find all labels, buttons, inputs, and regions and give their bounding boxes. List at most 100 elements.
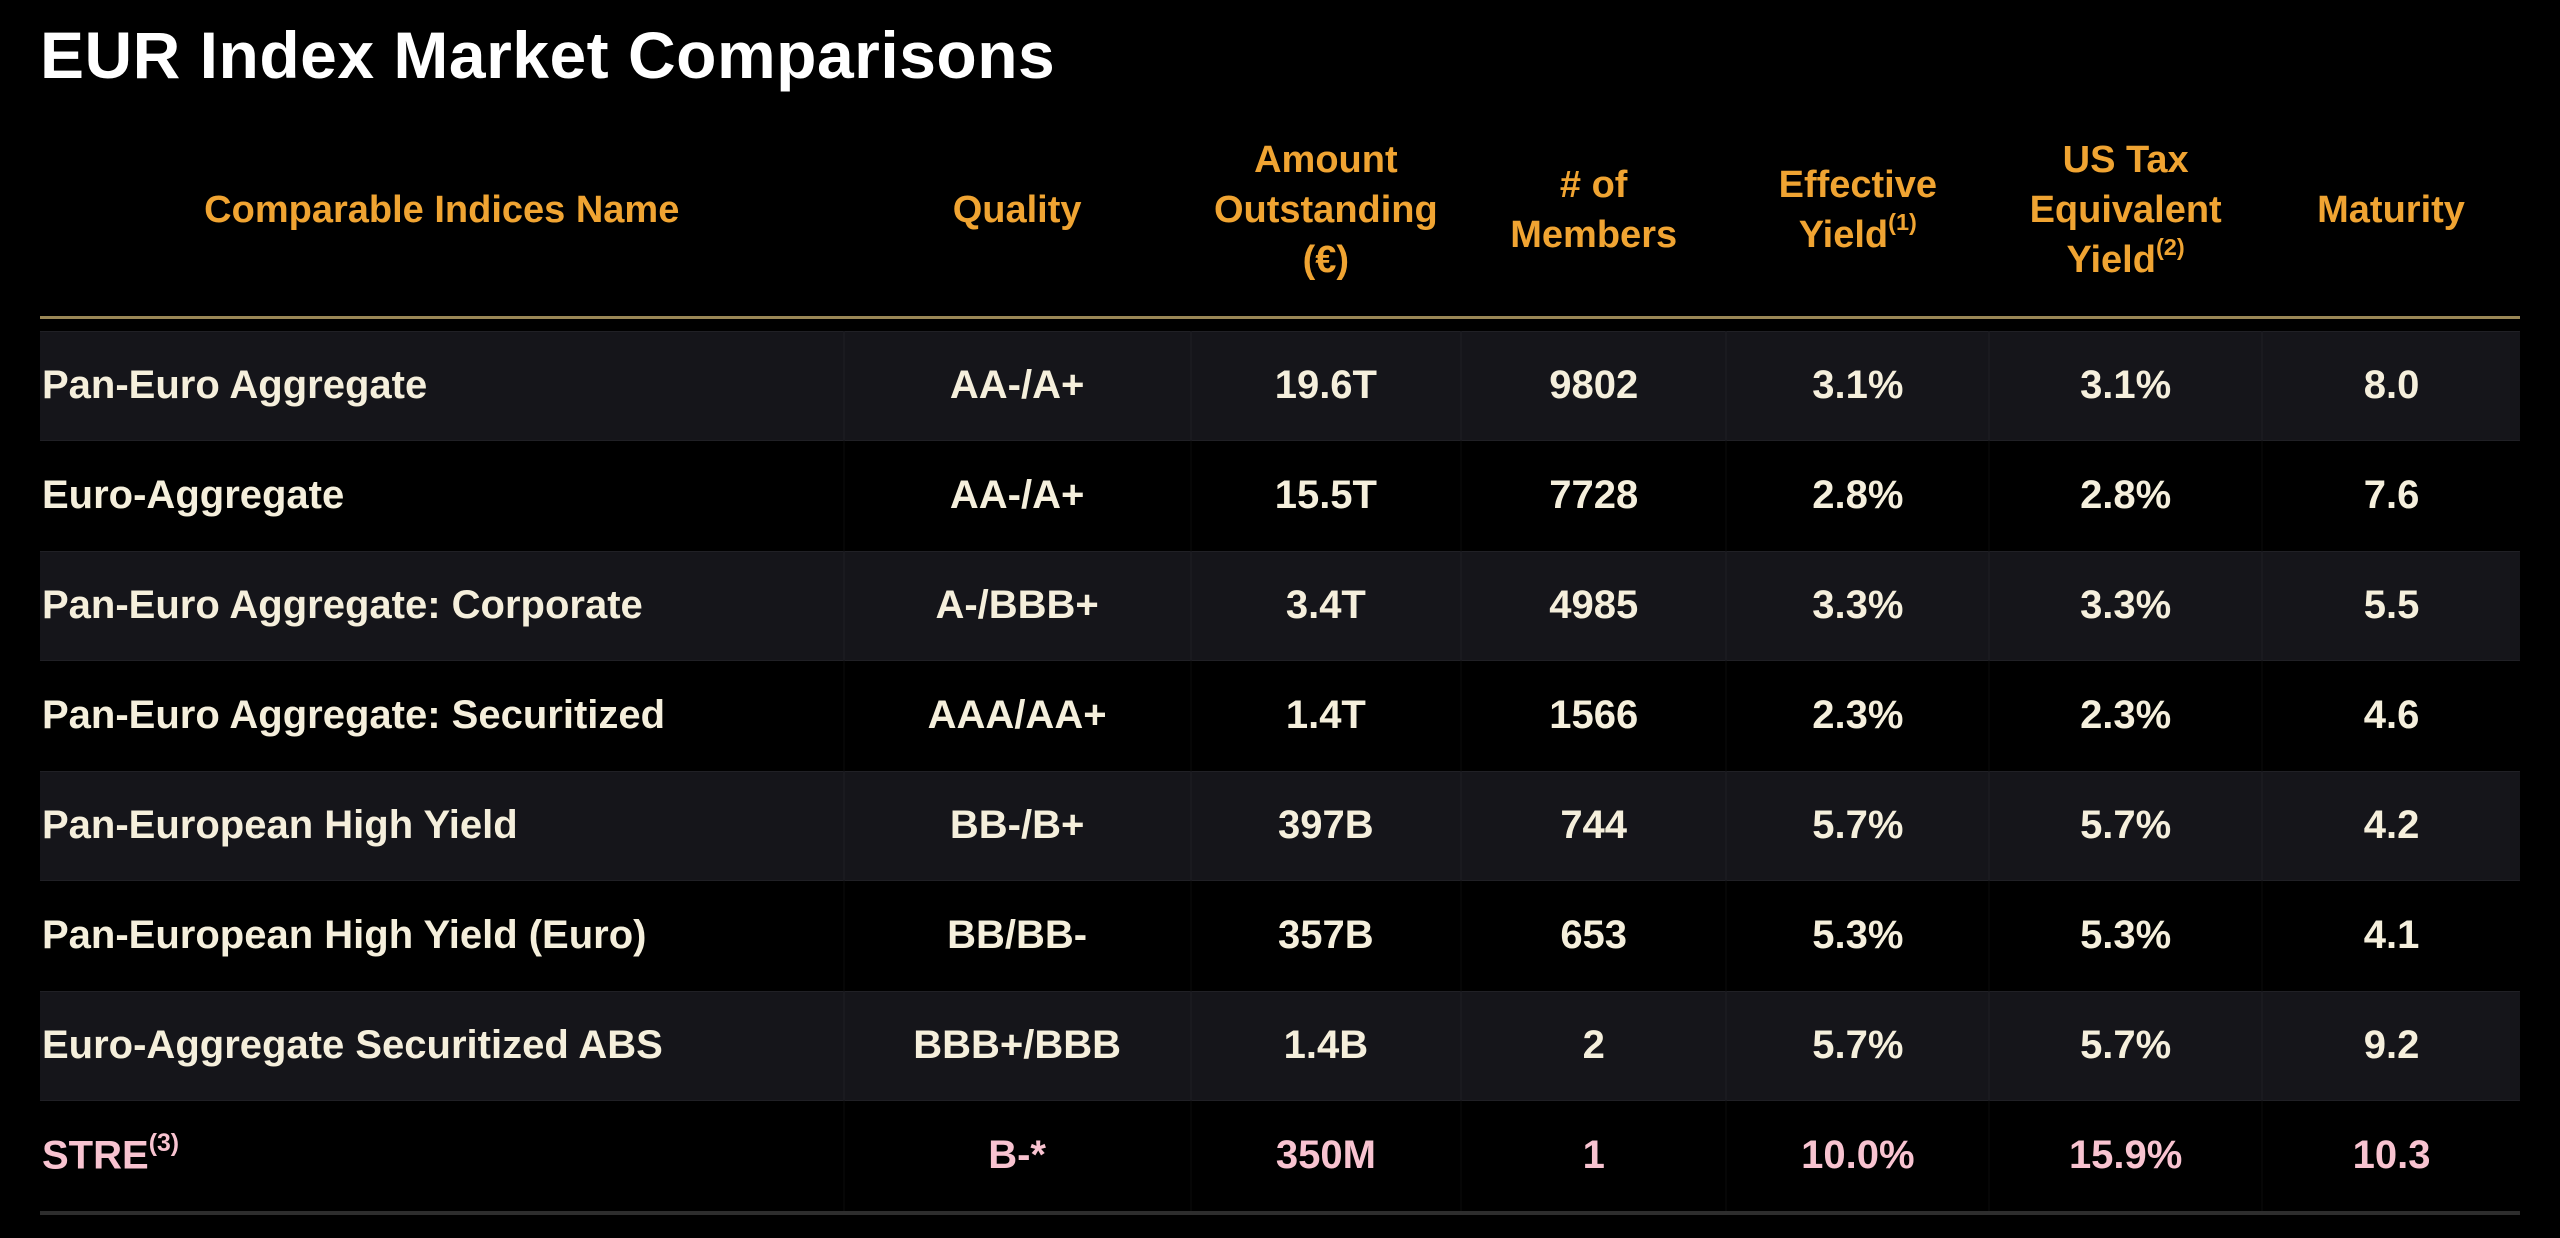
cell-ustax: 3.3%: [1989, 550, 2263, 661]
footnote-marker: (2): [2155, 233, 2185, 260]
cell-quality: BB/BB-: [844, 881, 1191, 991]
page-title: EUR Index Market Comparisons: [40, 18, 1056, 92]
cell-effyield: 5.7%: [1726, 770, 1990, 881]
table-row: Pan-Euro Aggregate: Corporate A-/BBB+ 3.4T…: [40, 550, 2520, 661]
cell-value: B-*: [988, 1133, 1046, 1178]
cell-value: 3.3%: [1812, 583, 1904, 628]
column-header-quality: Quality: [843, 103, 1191, 319]
cell-value: 5.7%: [1812, 1023, 1904, 1068]
cell-value: 9802: [1549, 363, 1639, 408]
cell-value: 5.7%: [2080, 1023, 2172, 1068]
cell-value: 2.8%: [1812, 473, 1904, 518]
cell-value: 5.7%: [1812, 803, 1904, 848]
cell-ustax: 5.7%: [1989, 770, 2263, 881]
cell-effyield: 3.3%: [1726, 550, 1990, 661]
column-header-label: # of Members: [1510, 163, 1678, 256]
cell-name: STRE(3): [40, 1100, 844, 1215]
cell-value: 2.3%: [1812, 693, 1904, 738]
cell-name: Euro-Aggregate Securitized ABS: [40, 990, 844, 1101]
cell-maturity: 7.6: [2262, 441, 2520, 551]
cell-value: 397B: [1278, 803, 1374, 848]
cell-value: 653: [1560, 913, 1628, 958]
cell-amount: 397B: [1190, 770, 1462, 881]
column-header-label: Quality: [952, 188, 1082, 231]
cell-maturity: 8.0: [2262, 330, 2520, 441]
cell-value: 1.4B: [1283, 1023, 1369, 1068]
cell-maturity: 9.2: [2262, 990, 2520, 1101]
table-row: Euro-Aggregate AA-/A+ 15.5T 7728 2.8% 2.8% 7.6: [40, 441, 2520, 551]
cell-amount: 15.5T: [1191, 441, 1461, 551]
table-row: Pan-Euro Aggregate AA-/A+ 19.6T 9802 3.1% 3.1…: [40, 330, 2520, 441]
cell-value: Euro-Aggregate: [42, 473, 345, 518]
column-header-label: Comparable Indices Name: [204, 188, 680, 231]
cell-value: 1566: [1549, 693, 1639, 738]
cell-name: Pan-Euro Aggregate: Corporate: [40, 550, 844, 661]
cell-value: 744: [1560, 803, 1628, 848]
header-gap: [40, 317, 2520, 331]
table-row: Euro-Aggregate Securitized ABS BBB+/BBB 1.…: [40, 990, 2520, 1101]
cell-value: 7728: [1549, 473, 1639, 518]
cell-value: 4.2: [2363, 803, 2420, 848]
cell-value: Pan-Euro Aggregate: Corporate: [42, 583, 643, 628]
column-header-ustax: US Tax Equivalent Yield(2): [1989, 103, 2263, 319]
cell-members: 7728: [1461, 441, 1726, 551]
cell-maturity: 4.2: [2262, 770, 2520, 881]
cell-members: 744: [1461, 770, 1727, 881]
table-row: Pan-Euro Aggregate: Securitized AAA/AA+ 1.…: [40, 661, 2520, 771]
cell-quality: AA-/A+: [843, 330, 1191, 441]
cell-value: Pan-Euro Aggregate: [42, 363, 428, 408]
column-header-members: # of Members: [1461, 103, 1727, 319]
cell-value: 4.1: [2363, 913, 2420, 958]
table-row: STRE(3) B-* 350M 1 10.0% 15.9% 10.3: [40, 1100, 2520, 1215]
cell-members: 1: [1461, 1100, 1727, 1215]
cell-value: A-/BBB+: [935, 583, 1099, 628]
column-header-label: US Tax Equivalent Yield: [2029, 138, 2222, 281]
cell-amount: 1.4B: [1190, 990, 1462, 1101]
table-row: Pan-European High Yield BB-/B+ 397B 744 5.7%…: [40, 770, 2520, 881]
cell-value: Pan-European High Yield (Euro): [42, 913, 647, 958]
table-row: Pan-European High Yield (Euro) BB/BB- 357B…: [40, 881, 2520, 991]
cell-ustax: 2.3%: [1989, 661, 2262, 771]
cell-effyield: 3.1%: [1726, 330, 1990, 441]
cell-amount: 350M: [1190, 1100, 1462, 1215]
cell-ustax: 5.7%: [1989, 990, 2263, 1101]
cell-value: 3.4T: [1285, 583, 1366, 628]
cell-effyield: 2.3%: [1726, 661, 1989, 771]
cell-name: Pan-Euro Aggregate: [40, 330, 844, 441]
cell-value: 3.1%: [1812, 363, 1904, 408]
cell-value: 357B: [1278, 913, 1374, 958]
cell-value: 15.9%: [2068, 1133, 2183, 1178]
cell-members: 9802: [1461, 330, 1727, 441]
cell-quality: BB-/B+: [843, 770, 1191, 881]
cell-maturity: 5.5: [2262, 550, 2520, 661]
cell-value: 9.2: [2363, 1023, 2420, 1068]
cell-value: 2: [1582, 1023, 1605, 1068]
cell-quality: B-*: [843, 1100, 1191, 1215]
cell-value: 3.1%: [2080, 363, 2172, 408]
footnote-marker: (3): [148, 1129, 179, 1157]
cell-ustax: 15.9%: [1989, 1100, 2263, 1215]
cell-members: 1566: [1461, 661, 1726, 771]
comparison-table: Comparable Indices Name Quality Amount Out…: [40, 103, 2520, 1215]
cell-value: 7.6: [2363, 473, 2420, 518]
cell-value: AAA/AA+: [927, 693, 1107, 738]
cell-value: 8.0: [2363, 363, 2420, 408]
cell-value: STRE: [42, 1133, 149, 1178]
cell-value: Euro-Aggregate Securitized ABS: [42, 1023, 663, 1068]
cell-maturity: 4.6: [2262, 661, 2520, 771]
cell-value: BB/BB-: [947, 913, 1088, 958]
column-header-amount: Amount Outstanding (€): [1190, 103, 1462, 319]
cell-value: 4985: [1549, 583, 1639, 628]
cell-quality: AAA/AA+: [844, 661, 1191, 771]
cell-amount: 3.4T: [1190, 550, 1462, 661]
cell-effyield: 5.3%: [1726, 881, 1989, 991]
cell-value: 350M: [1275, 1133, 1376, 1178]
cell-amount: 357B: [1191, 881, 1461, 991]
column-header-label: Amount Outstanding (€): [1213, 138, 1438, 281]
cell-value: 5.7%: [2080, 803, 2172, 848]
cell-members: 653: [1461, 881, 1726, 991]
cell-value: 10.0%: [1801, 1133, 1915, 1178]
cell-value: AA-/A+: [949, 363, 1085, 408]
footnote-marker: (1): [1888, 208, 1917, 235]
